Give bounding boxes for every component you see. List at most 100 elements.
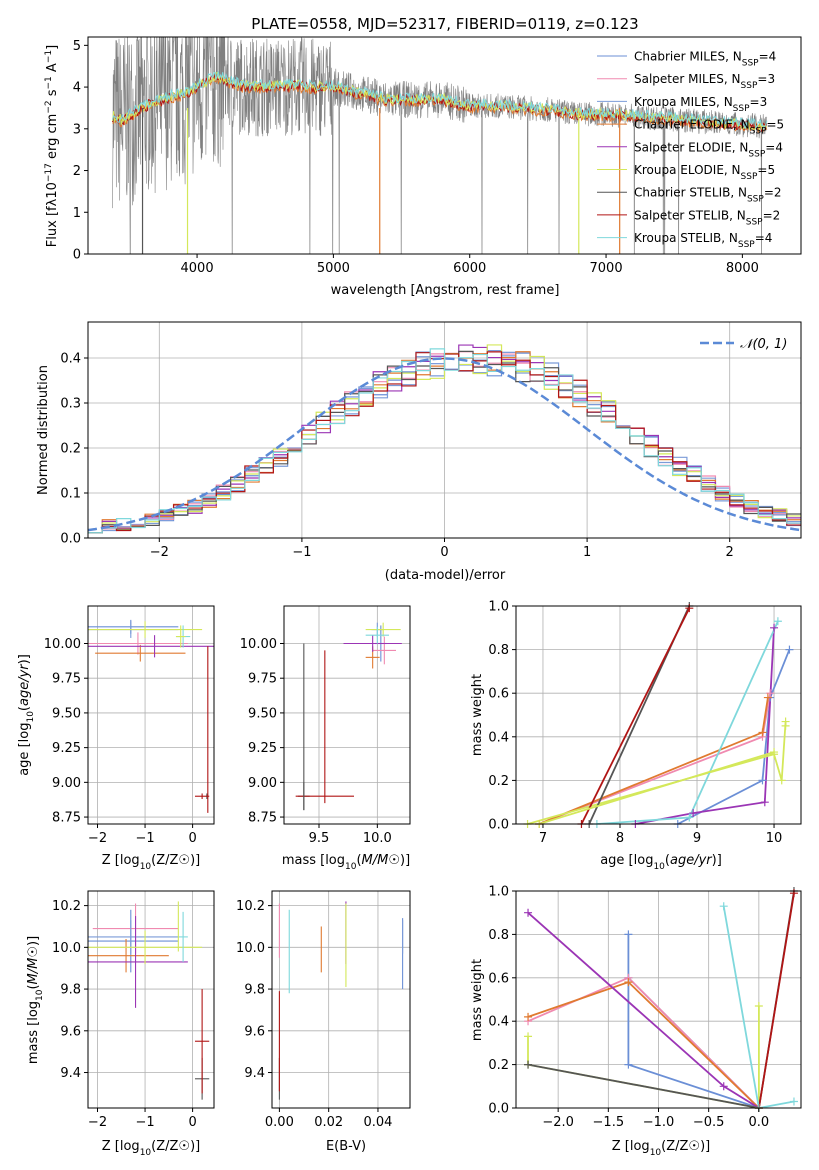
- axes-frame: [283, 605, 411, 825]
- series-marker-kroupa_stelib: [789, 1097, 798, 1106]
- axes-frame: [515, 605, 802, 825]
- y-tick-label: 3: [73, 122, 81, 137]
- y-tick-label: 0.2: [488, 774, 509, 789]
- model-line-kroupa_stelib: [112, 71, 768, 131]
- x-tick-label: 0.04: [363, 1115, 392, 1130]
- y-tick-label: 0.4: [60, 352, 81, 367]
- x-axis-label: Z [log10(Z/Z☉)]: [612, 1139, 710, 1158]
- y-tick-label: 8.75: [248, 811, 277, 826]
- series-marker-salpeter_miles: [766, 689, 775, 698]
- x-tick-label: −1: [135, 831, 154, 846]
- x-tick-label: 7000: [590, 261, 623, 276]
- y-tick-label: 10.0: [236, 941, 265, 956]
- x-axis-label: mass [log10(M/M☉)]: [282, 853, 410, 872]
- x-tick-label: 0: [188, 831, 196, 846]
- y-tick-label: 0: [73, 248, 81, 263]
- plot-mass_vs_Z: −2 −1 0 9.4 9.6 9.8 10.0 10.2 Z [log10(Z/Z☉)] mas…: [26, 890, 215, 1158]
- y-tick-label: 9.00: [52, 776, 81, 791]
- x-tick-label: 2: [726, 545, 734, 560]
- y-tick-label: 1.0: [488, 600, 509, 615]
- plot-residuals: −2 −1 0 1 2 0.0 0.1 0.2 0.3 0.4 (data-model)/error…: [36, 321, 802, 583]
- series-marker-kroupa_elodie: [524, 1032, 533, 1041]
- x-tick-label: 6000: [453, 261, 486, 276]
- series-marker-salpeter_elodie: [524, 908, 533, 917]
- series-marker-chabrier_miles: [624, 930, 633, 939]
- x-tick-label: 10: [766, 831, 783, 846]
- y-tick-label: 0.4: [488, 1015, 509, 1030]
- y-tick-label: 0.0: [488, 818, 509, 833]
- x-tick-label: 8: [616, 831, 624, 846]
- y-tick-label: 9.4: [244, 1066, 265, 1081]
- legend-label: Salpeter STELIB, NSSP=2: [634, 208, 780, 227]
- y-tick-label: 1: [73, 206, 81, 221]
- x-axis-label: Z [log10(Z/Z☉)]: [102, 853, 200, 872]
- y-tick-label: 0.0: [488, 1102, 509, 1117]
- y-tick-label: 9.8: [244, 983, 265, 998]
- y-tick-label: 0.8: [488, 928, 509, 943]
- y-tick-label: 0.8: [488, 643, 509, 658]
- axes-frame: [87, 890, 215, 1109]
- legend-label: Chabrier MILES, NSSP=4: [634, 50, 776, 69]
- plot-age_vs_Z: −2 −1 0 8.75 9.00 9.25 9.50 9.75 10.00 Z [log10(Z…: [17, 605, 215, 872]
- histogram-kroupa_stelib: [88, 348, 801, 534]
- axes-frame: [87, 36, 802, 255]
- series-marker-salpeter_stelib: [789, 889, 798, 898]
- x-tick-label: 1: [583, 545, 591, 560]
- series-marker-chabrier_elodie: [763, 693, 772, 702]
- series-marker-kroupa_stelib: [685, 813, 694, 822]
- y-axis-label: Flux [fλ10−17 erg cm−2 s−1 A−1]: [44, 45, 60, 247]
- y-tick-label: 0.1: [60, 487, 81, 502]
- y-tick-label: 0.3: [60, 397, 81, 412]
- series-marker-salpeter_elodie: [760, 798, 769, 807]
- legend-label: Kroupa MILES, NSSP=3: [634, 95, 767, 114]
- x-axis-label: (data-model)/error: [385, 568, 506, 583]
- plot-weight_vs_Z: −2.0 −1.5 −1.0 −0.5 0.0 0.0 0.2 0.4 0.6 0.8 1.0 Z […: [470, 885, 802, 1158]
- x-tick-label: −1: [292, 545, 311, 560]
- series-marker-kroupa_elodie: [770, 748, 779, 757]
- series-line-kroupa_elodie: [538, 751, 775, 824]
- x-axis-label: Z [log10(Z/Z☉)]: [102, 1139, 200, 1158]
- y-tick-label: 9.6: [244, 1024, 265, 1039]
- axes-frame: [87, 605, 215, 825]
- y-tick-label: 0.6: [488, 971, 509, 986]
- y-tick-label: 9.25: [248, 741, 277, 756]
- x-tick-label: 9.5: [309, 831, 330, 846]
- plot-age_vs_mass: 9.5 10.0 8.75 9.00 9.25 9.50 9.75 10.00 mass [lo…: [240, 605, 411, 872]
- legend-label: Chabrier ELODIE, NSSP=5: [634, 118, 784, 137]
- x-tick-label: 0.0: [749, 1115, 770, 1130]
- series-line-chabrier_miles: [677, 649, 791, 824]
- y-tick-label: 9.25: [52, 741, 81, 756]
- y-tick-label: 9.75: [52, 672, 81, 687]
- series-marker-chabrier_elodie: [524, 1012, 533, 1021]
- x-tick-label: 0.00: [265, 1115, 294, 1130]
- series-marker-kroupa_elodie: [777, 776, 786, 785]
- series-line-chabrier_elodie: [538, 697, 769, 824]
- y-tick-label: 0.4: [488, 730, 509, 745]
- y-axis-label: Normed distribution: [36, 365, 51, 495]
- x-tick-label: −2.0: [542, 1115, 574, 1130]
- x-tick-label: 0: [440, 545, 448, 560]
- x-axis-label: age [log10(age/yr)]: [600, 853, 722, 872]
- x-axis-label: wavelength [Angstrom, rest frame]: [331, 283, 560, 298]
- series-line-salpeter_stelib: [758, 893, 795, 1108]
- y-tick-label: 4: [73, 81, 81, 96]
- series-line-kroupa_elodie: [527, 1006, 760, 1108]
- legend-label: Kroupa ELODIE, NSSP=5: [634, 163, 775, 182]
- y-axis-label: age [log10(age/yr)]: [17, 654, 36, 776]
- x-tick-label: −2: [88, 1115, 107, 1130]
- y-tick-label: 9.50: [52, 706, 81, 721]
- x-tick-label: −1.5: [593, 1115, 625, 1130]
- y-tick-label: 9.00: [248, 776, 277, 791]
- series-marker-kroupa_elodie: [781, 721, 790, 730]
- y-axis-label: mass weight: [470, 674, 485, 756]
- plot-mass_vs_ebv: 0.00 0.02 0.04 9.4 9.6 9.8 10.0 10.2 E(B-V): [236, 890, 411, 1154]
- x-tick-label: 7: [539, 831, 547, 846]
- series-line-kroupa_stelib: [722, 906, 795, 1108]
- series-marker-chabrier_stelib: [524, 1060, 533, 1069]
- x-tick-label: 0.02: [314, 1115, 343, 1130]
- y-tick-label: 0.6: [488, 687, 509, 702]
- series-line-salpeter_miles: [538, 693, 772, 824]
- plot-area: [527, 891, 795, 1108]
- x-tick-label: 0: [188, 1115, 196, 1130]
- gaussian-curve: [88, 357, 801, 532]
